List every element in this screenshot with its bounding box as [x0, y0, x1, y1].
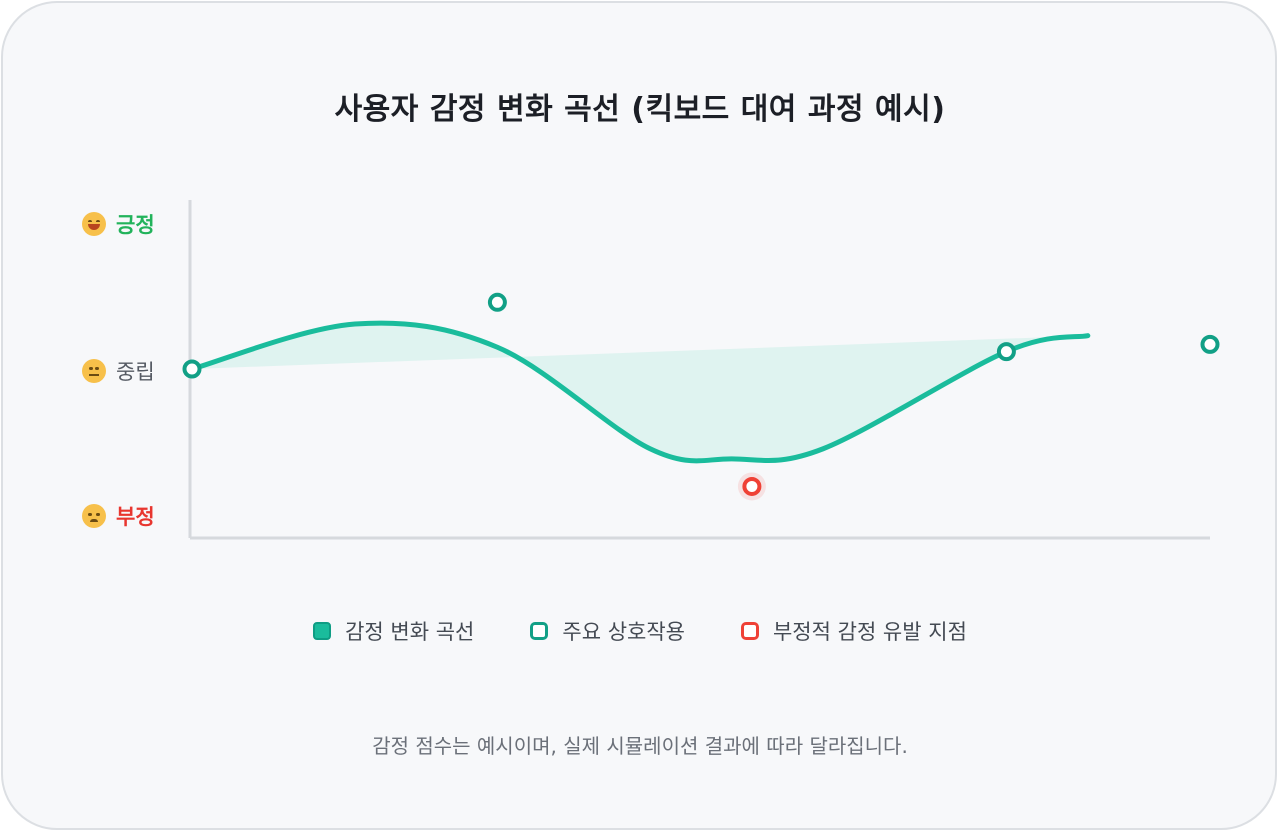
- interaction-point-2: [996, 342, 1016, 362]
- legend-label-interaction: 주요 상호작용: [562, 620, 685, 644]
- angry-face-icon: [82, 504, 106, 528]
- emotion-area: [192, 323, 1088, 461]
- y-label-positive-text: 긍정: [116, 213, 155, 237]
- legend-item-negative: 부정적 감정 유발 지점: [740, 616, 967, 646]
- legend: 감정 변화 곡선 주요 상호작용 부정적 감정 유발 지점: [0, 616, 1280, 646]
- y-label-neutral-text: 중립: [116, 360, 155, 384]
- neutral-face-icon: [82, 359, 106, 383]
- emotion-curve: [189, 320, 1091, 464]
- data-points: [182, 292, 1220, 501]
- smile-icon: [82, 212, 106, 236]
- legend-item-interaction: 주요 상호작용: [530, 616, 685, 646]
- y-label-positive: 긍정: [82, 209, 155, 239]
- y-label-negative: 부정: [82, 501, 155, 531]
- y-label-neutral: 중립: [82, 356, 155, 386]
- legend-swatch-negative: [740, 622, 759, 640]
- y-label-negative-text: 부정: [116, 505, 155, 529]
- footnote: 감정 점수는 예시이며, 실제 시뮬레이션 결과에 따라 달라집니다.: [372, 734, 908, 758]
- interaction-point-0: [182, 359, 202, 379]
- legend-label-negative: 부정적 감정 유발 지점: [772, 620, 967, 644]
- chart-title: 사용자 감정 변화 곡선 (킥보드 대여 과정 예시): [334, 92, 946, 127]
- legend-label-curve: 감정 변화 곡선: [345, 620, 475, 644]
- negative-trigger-point-0: [742, 476, 762, 496]
- interaction-point-1: [487, 292, 507, 312]
- interaction-point-3: [1200, 334, 1220, 354]
- legend-item-curve: 감정 변화 곡선: [313, 616, 474, 646]
- legend-swatch-curve: [313, 622, 332, 640]
- legend-swatch-interaction: [530, 622, 549, 640]
